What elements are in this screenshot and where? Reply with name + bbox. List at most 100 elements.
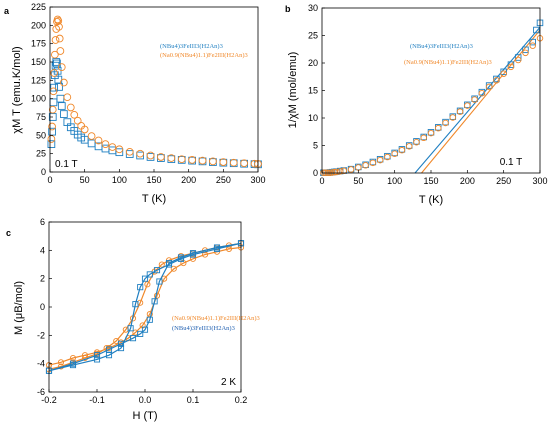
- panel-b: b 0 50 100 150 200 250 300 0 5 10 15 20 25 30 T (K) 1…: [285, 3, 548, 206]
- y-tick-label: 5: [313, 141, 318, 151]
- panel-a-xlabel: T (K): [142, 193, 166, 205]
- data-point-circle: [48, 122, 56, 131]
- data-point-circle: [157, 153, 165, 161]
- data-point-square: [137, 330, 144, 337]
- data-point-square: [117, 345, 125, 352]
- data-point-circle: [229, 158, 238, 167]
- data-point-square: [125, 150, 134, 158]
- data-point-circle: [405, 143, 413, 150]
- x-tick-label: 100: [112, 175, 127, 185]
- data-point-square: [57, 102, 66, 110]
- data-point-circle: [136, 149, 144, 158]
- panel-a-ylabel: χM T (emu.K/mol): [11, 46, 23, 133]
- panel-b-legend-orange: (Na0.9(NBu4)1.1)Fe2III(H2An)3: [404, 59, 492, 66]
- data-point-circle: [158, 261, 165, 268]
- data-point-circle: [456, 108, 464, 115]
- data-point-circle: [51, 36, 60, 44]
- data-point-circle: [50, 69, 59, 77]
- data-point-circle: [55, 22, 63, 31]
- y-tick-label: -6: [37, 387, 45, 397]
- data-point-circle: [87, 132, 96, 140]
- y-tick-label: 4: [40, 245, 45, 255]
- y-tick-label: 15: [308, 86, 318, 96]
- data-point-square: [127, 325, 134, 332]
- data-point-circle: [125, 147, 134, 156]
- panel-b-frame: [321, 7, 541, 174]
- data-point-square: [53, 59, 61, 68]
- data-point-square: [132, 301, 139, 308]
- data-point-square: [213, 245, 221, 252]
- data-point-circle: [464, 102, 471, 109]
- data-point-circle: [51, 50, 59, 59]
- data-point-square: [151, 298, 158, 305]
- x-tick-label: 300: [250, 175, 265, 185]
- data-point-circle: [507, 63, 515, 71]
- data-point-circle: [57, 359, 65, 366]
- y-tick-label: 10: [308, 113, 318, 123]
- data-point-circle: [69, 354, 77, 362]
- data-point-square: [514, 54, 522, 61]
- data-point-circle: [55, 34, 64, 43]
- data-point-square: [141, 275, 149, 282]
- data-point-square: [93, 356, 101, 363]
- data-point-circle: [63, 93, 72, 102]
- panel-c-annotation: 2 K: [221, 377, 236, 388]
- data-point-square: [533, 26, 540, 34]
- data-point-circle: [362, 162, 369, 169]
- data-point-circle: [47, 135, 56, 143]
- data-point-circle: [328, 169, 336, 176]
- data-point-circle: [115, 145, 124, 154]
- x-tick-label: 200: [181, 175, 196, 185]
- panel-b-label: b: [285, 4, 291, 14]
- data-point-circle: [514, 56, 522, 64]
- data-point-circle: [48, 105, 57, 114]
- x-tick-label: 0.2: [235, 395, 248, 405]
- panel-a-legend-orange: (Na0.9(NBu4)1.1)Fe2III(H2An)3: [160, 52, 248, 59]
- data-point-circle: [240, 159, 248, 168]
- data-point-circle: [522, 49, 529, 57]
- y-tick-label: 6: [40, 217, 45, 227]
- panel-b-xlabel: T (K): [419, 194, 443, 206]
- y-tick-label: 25: [36, 149, 46, 159]
- data-point-circle: [56, 47, 65, 55]
- y-tick-label: -2: [37, 330, 45, 340]
- data-point-circle: [219, 158, 228, 166]
- x-tick-label: 150: [146, 175, 161, 185]
- data-point-square: [529, 38, 536, 46]
- data-point-square: [56, 94, 65, 103]
- data-point-circle: [420, 134, 427, 142]
- x-tick-label: 0.0: [139, 395, 152, 405]
- y-tick-label: 0: [41, 167, 46, 177]
- data-point-circle: [478, 89, 486, 97]
- data-point-circle: [435, 124, 442, 132]
- panel-c-ylabel: M (μB/mol): [13, 281, 25, 335]
- data-point-circle: [376, 156, 384, 164]
- x-tick-label: 200: [460, 176, 475, 186]
- data-point-circle: [384, 153, 391, 161]
- series-line: [48, 242, 242, 372]
- x-tick-label: 50: [353, 176, 363, 186]
- panel-b-annotation: 0.1 T: [500, 157, 523, 168]
- panel-a-label: a: [4, 6, 10, 16]
- x-tick-label: 100: [387, 176, 402, 186]
- y-tick-label: -4: [37, 359, 45, 369]
- data-point-square: [87, 139, 96, 148]
- y-tick-label: 0: [40, 302, 45, 312]
- data-point-circle: [101, 140, 110, 148]
- y-tick-label: 175: [31, 39, 46, 49]
- panel-c-axes: -0.2 -0.1 0.0 0.1 0.2 -6 -4 -2 0 2 4 6: [37, 217, 247, 405]
- data-point-square: [156, 278, 163, 285]
- data-point-circle: [347, 166, 355, 173]
- data-point-circle: [485, 83, 493, 91]
- data-point-circle: [529, 42, 536, 49]
- data-point-square: [177, 255, 185, 262]
- panel-a-legend-blue: (NBu4)3FeIII3(H2An)3: [160, 43, 223, 50]
- data-point-square: [117, 340, 125, 347]
- data-point-square: [69, 362, 77, 369]
- data-point-circle: [471, 96, 478, 103]
- y-tick-label: 30: [308, 3, 318, 13]
- data-point-circle: [144, 281, 151, 288]
- panel-a: a 0 50 100 150 200 250 300 0 25 50 75 100 125 150 175 2…: [4, 2, 266, 205]
- data-point-circle: [57, 63, 66, 71]
- panel-c-xlabel: H (T): [132, 410, 157, 422]
